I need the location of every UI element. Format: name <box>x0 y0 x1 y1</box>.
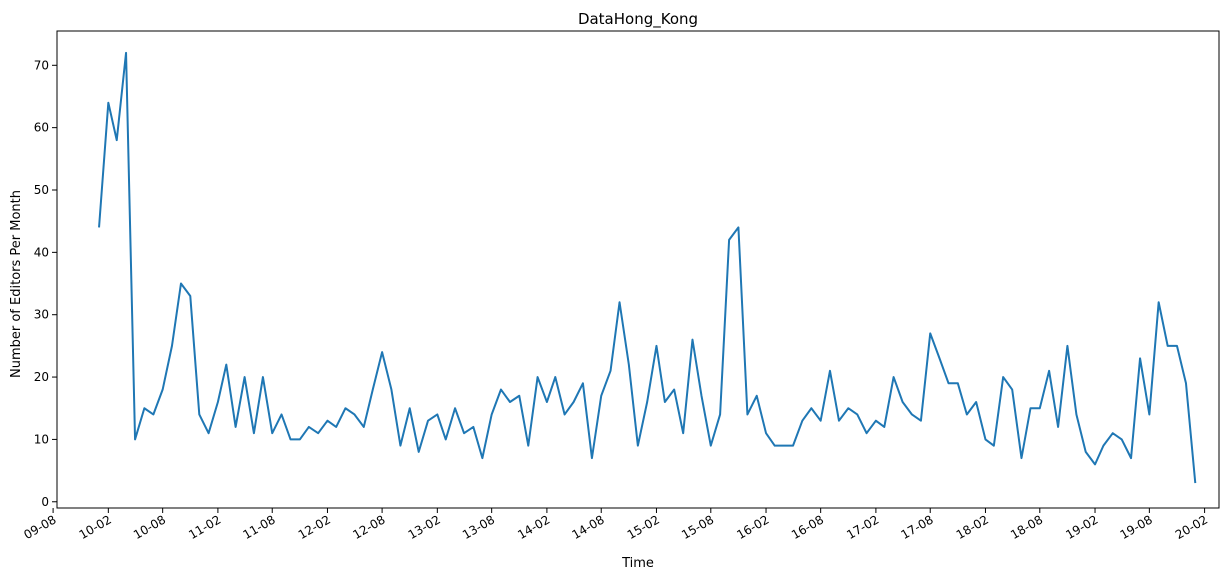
x-axis-label: Time <box>621 556 654 571</box>
y-tick-label: 10 <box>34 432 49 446</box>
axes-frame <box>56 30 1220 509</box>
y-tick-label: 20 <box>34 370 49 384</box>
y-axis-label: Number of Editors Per Month <box>9 190 24 378</box>
y-tick-label: 0 <box>41 495 49 509</box>
chart-title: DataHong_Kong <box>578 10 698 29</box>
y-tick-label: 70 <box>34 58 49 72</box>
y-tick-label: 60 <box>34 121 49 135</box>
y-tick-label: 50 <box>34 183 49 197</box>
y-tick-label: 30 <box>34 308 49 322</box>
y-axis-ticks: 0 10 20 30 40 50 60 70 <box>34 58 57 509</box>
y-tick-label: 40 <box>34 245 49 259</box>
series-line <box>98 51 1197 484</box>
plot-area <box>98 51 1197 484</box>
